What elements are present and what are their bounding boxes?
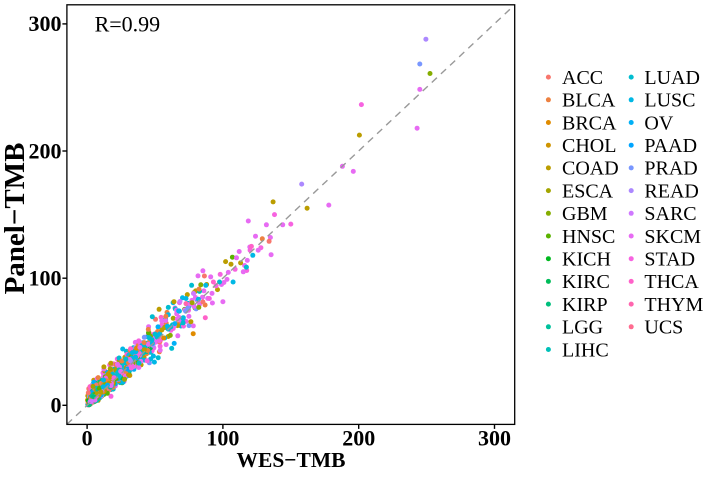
svg-text:BLCA: BLCA bbox=[562, 90, 616, 112]
svg-text:SKCM: SKCM bbox=[644, 226, 701, 248]
svg-text:PRAD: PRAD bbox=[644, 158, 697, 180]
svg-text:THYM: THYM bbox=[644, 294, 703, 316]
svg-text:Panel−TMB: Panel−TMB bbox=[0, 143, 31, 295]
svg-text:KICH: KICH bbox=[562, 249, 611, 271]
svg-text:WES−TMB: WES−TMB bbox=[236, 448, 345, 472]
svg-text:HNSC: HNSC bbox=[562, 226, 615, 248]
svg-text:KIRP: KIRP bbox=[562, 294, 608, 316]
svg-text:100: 100 bbox=[29, 266, 62, 291]
svg-text:200: 200 bbox=[29, 138, 62, 163]
svg-text:CHOL: CHOL bbox=[562, 135, 616, 157]
svg-text:LIHC: LIHC bbox=[562, 339, 609, 361]
svg-text:LUAD: LUAD bbox=[644, 67, 700, 89]
svg-text:200: 200 bbox=[342, 426, 375, 451]
svg-text:COAD: COAD bbox=[562, 158, 619, 180]
svg-text:100: 100 bbox=[206, 426, 239, 451]
svg-text:LUSC: LUSC bbox=[644, 90, 695, 112]
svg-text:KIRC: KIRC bbox=[562, 271, 610, 293]
svg-text:OV: OV bbox=[644, 112, 673, 134]
svg-text:0: 0 bbox=[82, 426, 93, 451]
svg-text:LGG: LGG bbox=[562, 317, 603, 339]
svg-text:SARC: SARC bbox=[644, 203, 696, 225]
svg-text:READ: READ bbox=[644, 180, 698, 202]
svg-text:300: 300 bbox=[29, 11, 62, 36]
svg-text:0: 0 bbox=[51, 393, 62, 418]
svg-text:ACC: ACC bbox=[562, 67, 603, 89]
svg-text:STAD: STAD bbox=[644, 249, 695, 271]
svg-text:R=0.99: R=0.99 bbox=[95, 12, 161, 37]
svg-text:BRCA: BRCA bbox=[562, 112, 617, 134]
svg-text:PAAD: PAAD bbox=[644, 135, 697, 157]
svg-text:GBM: GBM bbox=[562, 203, 608, 225]
svg-text:ESCA: ESCA bbox=[562, 180, 614, 202]
svg-text:THCA: THCA bbox=[644, 271, 699, 293]
svg-text:300: 300 bbox=[478, 426, 511, 451]
svg-text:UCS: UCS bbox=[644, 317, 683, 339]
